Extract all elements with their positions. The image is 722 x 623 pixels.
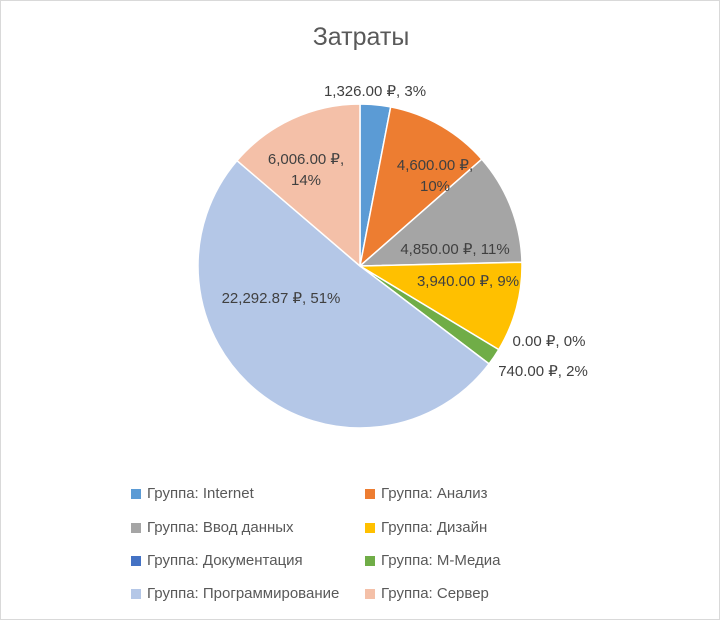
- legend-swatch: [365, 522, 375, 533]
- legend-item-1: Группа: Анализ: [365, 485, 488, 502]
- legend-swatch: [365, 555, 375, 566]
- legend-item-3: Группа: Дизайн: [365, 519, 487, 536]
- data-label-0: 1,326.00 ₽, 3%: [324, 83, 426, 100]
- legend-swatch: [365, 488, 375, 499]
- legend-swatch: [131, 555, 141, 566]
- data-label-1: 4,600.00 ₽, 10%: [397, 157, 473, 195]
- slice-7: [235, 103, 361, 268]
- legend-item-5: Группа: М-Медиа: [365, 552, 501, 569]
- legend-item-4: Группа: Документация: [131, 552, 303, 569]
- legend-item-6: Группа: Программирование: [131, 585, 339, 602]
- legend-swatch: [131, 588, 141, 599]
- legend-label: Группа: Программирование: [147, 585, 340, 602]
- legend-label: Группа: Ввод данных: [147, 519, 294, 536]
- legend-label: Группа: Дизайн: [381, 519, 488, 536]
- slice-1: [358, 106, 483, 269]
- legend-label: Группа: Анализ: [381, 485, 488, 502]
- chart-title: Затраты: [312, 23, 410, 51]
- slice-6: [197, 159, 491, 429]
- slice-3: [357, 261, 523, 351]
- data-label-2: 4,850.00 ₽, 11%: [400, 241, 509, 258]
- data-label-7: 6,006.00 ₽, 14%: [268, 151, 344, 189]
- legend-item-0: Группа: Internet: [131, 485, 254, 502]
- legend-item-7: Группа: Сервер: [365, 585, 489, 602]
- legend-label: Группа: Internet: [147, 485, 254, 502]
- legend-item-2: Группа: Ввод данных: [131, 519, 294, 536]
- legend-swatch: [131, 522, 141, 533]
- legend-label: Группа: М-Медиа: [381, 552, 501, 569]
- legend-label: Группа: Документация: [147, 552, 303, 569]
- data-label-6: 22,292.87 ₽, 51%: [222, 290, 341, 307]
- data-label-4: 0.00 ₽, 0%: [513, 333, 586, 350]
- legend-swatch: [365, 588, 375, 599]
- legend-label: Группа: Сервер: [381, 585, 489, 602]
- data-label-5: 740.00 ₽, 2%: [498, 363, 588, 380]
- data-label-3: 3,940.00 ₽, 9%: [417, 273, 519, 290]
- legend-swatch: [131, 488, 141, 499]
- slice-2: [357, 158, 523, 267]
